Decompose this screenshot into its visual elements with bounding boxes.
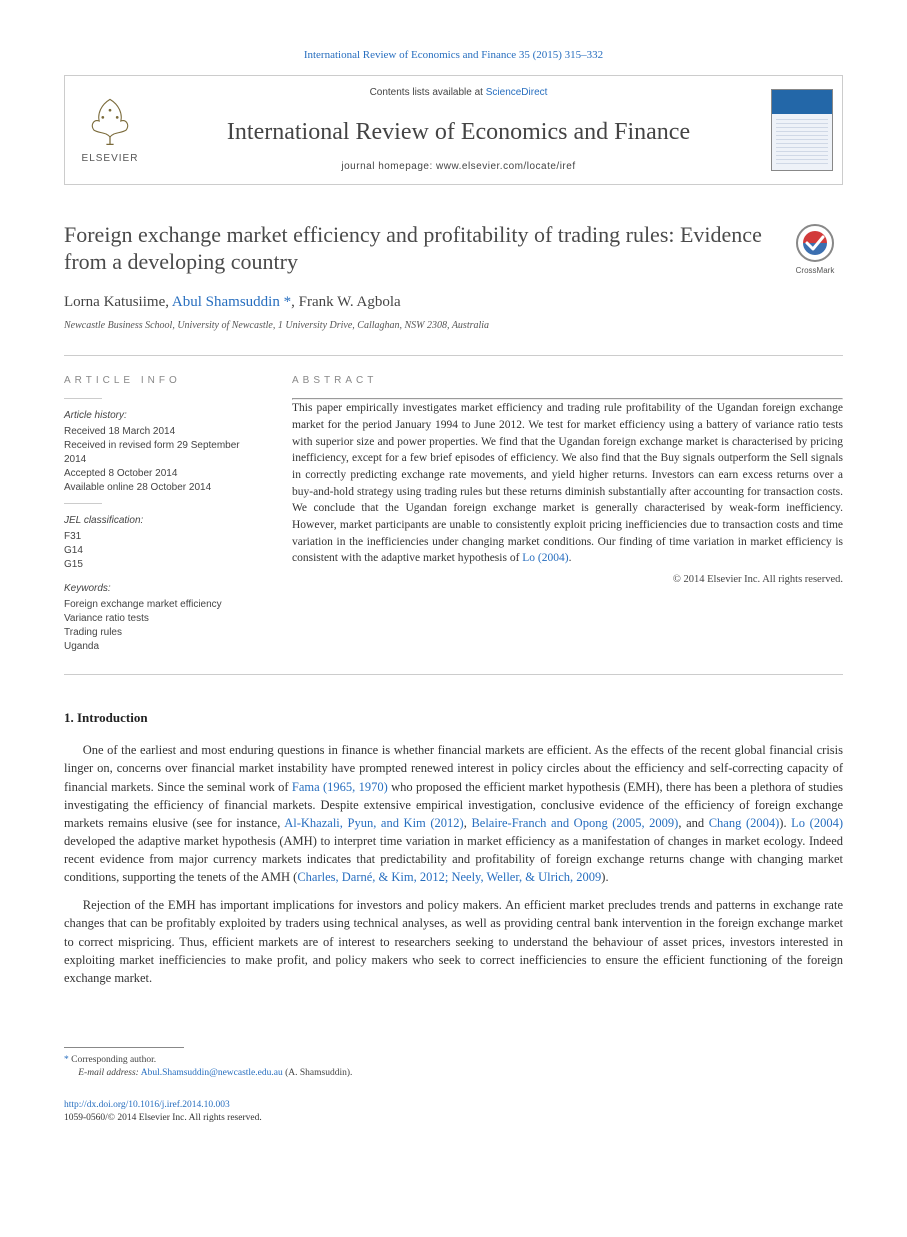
running-header: International Review of Economics and Fi… [64,48,843,63]
history-label: Article history: [64,409,264,423]
doi-link[interactable]: http://dx.doi.org/10.1016/j.iref.2014.10… [64,1100,230,1110]
jel-block: F31 G14 G15 [64,530,264,572]
abstract-pre: This paper empirically investigates mark… [292,402,843,564]
article-title: Foreign exchange market efficiency and p… [64,221,775,276]
contents-prefix: Contents lists available at [370,87,486,98]
history-block: Received 18 March 2014 Received in revis… [64,425,264,495]
crossmark-badge[interactable]: CrossMark [787,223,843,276]
p1-t5: ). [779,816,791,830]
email-footnote: E-mail address: Abul.Shamsuddin@newcastl… [64,1067,843,1080]
abstract-post: . [569,552,572,564]
corresponding-footnote: * Corresponding author. [64,1054,843,1067]
p1-t4: , and [678,816,708,830]
jel-item: F31 [64,530,264,544]
jel-label: JEL classification: [64,514,264,528]
footnote-rule [64,1047,184,1048]
footnotes: * Corresponding author. E-mail address: … [64,1054,843,1081]
keyword-item: Trading rules [64,626,264,640]
history-item: Accepted 8 October 2014 [64,467,264,481]
abstract-column: ABSTRACT This paper empirically investig… [292,374,843,662]
authors-line: Lorna Katusiime, Abul Shamsuddin *, Fran… [64,292,843,313]
email-label: E-mail address: [78,1068,139,1078]
author-1: Lorna Katusiime [64,294,165,310]
keyword-item: Uganda [64,640,264,654]
history-item: Received 18 March 2014 [64,425,264,439]
lo-2004-link[interactable]: Lo (2004) [522,552,568,564]
charles-neely-link[interactable]: Charles, Darné, & Kim, 2012; Neely, Well… [297,870,601,884]
history-item: Received in revised form 29 September 20… [64,439,264,467]
jel-item: G14 [64,544,264,558]
fama-link[interactable]: Fama (1965, 1970) [292,780,388,794]
contents-available-line: Contents lists available at ScienceDirec… [155,86,762,100]
corresponding-mark: * [284,294,292,310]
journal-header-box: ELSEVIER Contents lists available at Sci… [64,75,843,185]
keyword-item: Variance ratio tests [64,612,264,626]
belaire-link[interactable]: Belaire-Franch and Opong (2005, 2009) [471,816,678,830]
author-3: Frank W. Agbola [299,294,401,310]
elsevier-logo: ELSEVIER [65,76,155,184]
keywords-block: Foreign exchange market efficiency Varia… [64,598,264,654]
journal-title: International Review of Economics and Fi… [155,116,762,150]
crossmark-icon [795,223,835,263]
abstract-text: This paper empirically investigates mark… [292,400,843,567]
issn-line: 1059-0560/© 2014 Elsevier Inc. All right… [64,1113,262,1123]
journal-cover-thumbnail [762,76,842,184]
elsevier-tree-icon [83,94,137,148]
author-2-link[interactable]: Abul Shamsuddin [172,294,280,310]
lo-link[interactable]: Lo (2004) [791,816,843,830]
article-info-heading: ARTICLE INFO [64,374,264,388]
alkhazali-link[interactable]: Al-Khazali, Pyun, and Kim (2012) [284,816,463,830]
keyword-item: Foreign exchange market efficiency [64,598,264,612]
paragraph-2: Rejection of the EMH has important impli… [64,896,843,987]
section-1-heading: 1. Introduction [64,709,843,727]
journal-homepage: journal homepage: www.elsevier.com/locat… [155,160,762,174]
crossmark-label: CrossMark [796,265,835,276]
header-center: Contents lists available at ScienceDirec… [155,76,762,184]
abstract-heading: ABSTRACT [292,374,843,388]
affiliation: Newcastle Business School, University of… [64,319,843,333]
keywords-label: Keywords: [64,582,264,596]
history-item: Available online 28 October 2014 [64,481,264,495]
p1-t7: ). [601,870,608,884]
chang-link[interactable]: Chang (2004) [709,816,780,830]
article-info-column: ARTICLE INFO Article history: Received 1… [64,374,264,662]
corr-mark-icon: * [64,1055,69,1065]
jel-item: G15 [64,558,264,572]
abstract-copyright: © 2014 Elsevier Inc. All rights reserved… [292,573,843,588]
paragraph-1: One of the earliest and most enduring qu… [64,741,843,886]
corr-label: Corresponding author. [71,1055,156,1065]
body-text: One of the earliest and most enduring qu… [64,741,843,987]
elsevier-label: ELSEVIER [82,152,139,166]
email-link[interactable]: Abul.Shamsuddin@newcastle.edu.au [141,1068,283,1078]
sciencedirect-link[interactable]: ScienceDirect [486,87,548,98]
doi-block: http://dx.doi.org/10.1016/j.iref.2014.10… [64,1099,843,1126]
email-suffix: (A. Shamsuddin). [285,1068,352,1078]
